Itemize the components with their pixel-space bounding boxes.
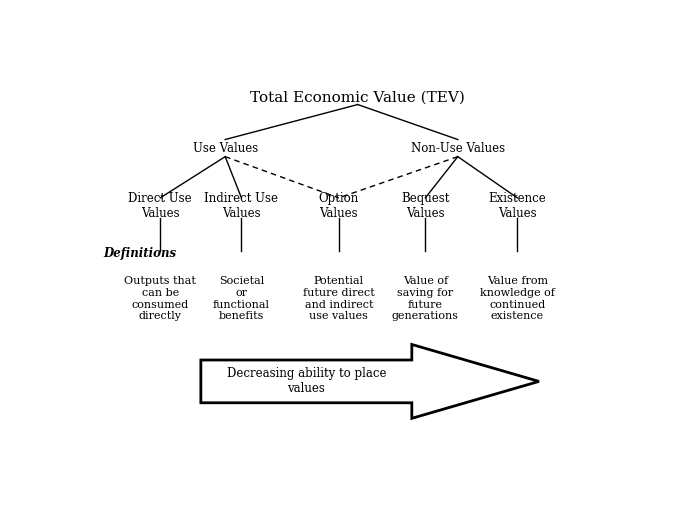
Text: Option
Values: Option Values (319, 192, 359, 220)
Text: Existence
Values: Existence Values (489, 192, 546, 220)
Text: Non-Use Values: Non-Use Values (410, 141, 505, 155)
Text: Total Economic Value (TEV): Total Economic Value (TEV) (251, 90, 465, 105)
Text: Bequest
Values: Bequest Values (401, 192, 450, 220)
Polygon shape (201, 344, 539, 418)
Text: Outputs that
can be
consumed
directly: Outputs that can be consumed directly (124, 276, 196, 321)
Text: Value of
saving for
future
generations: Value of saving for future generations (392, 276, 459, 321)
Text: Societal
or
functional
benefits: Societal or functional benefits (213, 276, 270, 321)
Text: Direct Use
Values: Direct Use Values (128, 192, 192, 220)
Text: Potential
future direct
and indirect
use values: Potential future direct and indirect use… (303, 276, 375, 321)
Text: Definitions: Definitions (103, 246, 177, 260)
Text: Indirect Use
Values: Indirect Use Values (205, 192, 279, 220)
Text: Use Values: Use Values (193, 141, 258, 155)
Text: Value from
knowledge of
continued
existence: Value from knowledge of continued existe… (480, 276, 555, 321)
Text: Decreasing ability to place
values: Decreasing ability to place values (227, 368, 386, 395)
